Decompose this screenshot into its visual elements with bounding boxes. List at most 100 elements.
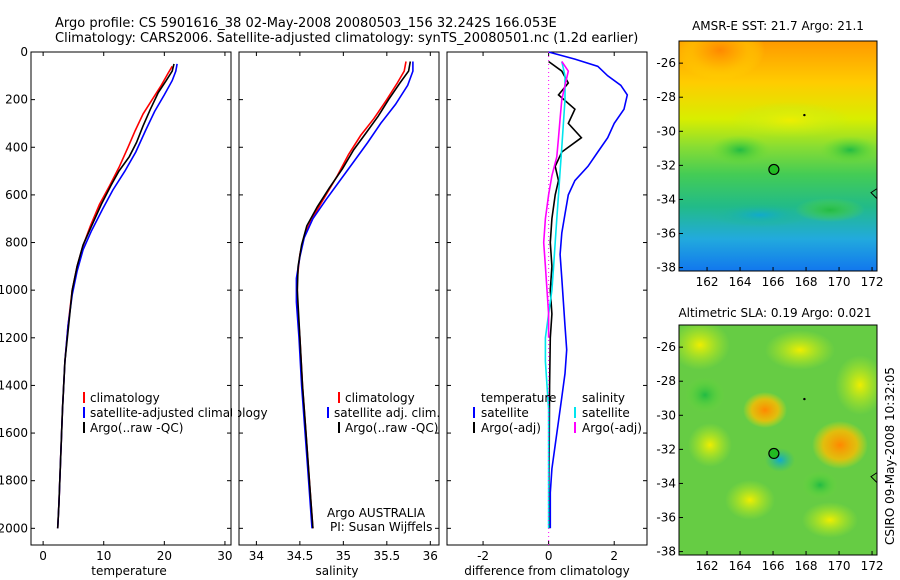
y-tick-label: 1200 xyxy=(0,331,28,345)
difference-axes xyxy=(446,51,648,546)
x-tick-label: 164 xyxy=(729,559,752,573)
salinity-xlabel: salinity xyxy=(315,564,358,578)
y-tick-label: -34 xyxy=(656,476,676,490)
legend-label: climatology xyxy=(345,391,415,405)
y-tick-label: 1400 xyxy=(0,378,28,392)
y-tick-label: 1800 xyxy=(0,474,28,488)
island-marker xyxy=(803,397,806,401)
y-tick-label: -30 xyxy=(656,124,676,138)
series-line xyxy=(56,65,173,529)
series-line xyxy=(296,61,412,529)
y-tick-label: 400 xyxy=(5,140,28,154)
difference-xlabel: difference from climatology xyxy=(464,564,630,578)
y-tick-label: 2000 xyxy=(0,521,28,535)
y-tick-label: 600 xyxy=(5,188,28,202)
series-line xyxy=(544,61,566,529)
legend-label: satellite xyxy=(481,406,529,420)
difference-legend: temperature salinity satellite Argo(-adj… xyxy=(473,391,642,435)
coastline xyxy=(870,187,878,200)
series-line xyxy=(542,61,570,338)
y-tick-label: 800 xyxy=(5,236,28,250)
temperature-xlabel: temperature xyxy=(91,564,166,578)
series-line xyxy=(56,63,178,529)
x-tick-label: 164 xyxy=(729,275,752,289)
legend-label: satellite adj. clim. xyxy=(334,406,440,420)
y-tick-label: 1000 xyxy=(0,283,28,297)
x-tick-label: -2 xyxy=(477,549,489,563)
y-tick-label: -26 xyxy=(656,340,676,354)
y-tick-label: -34 xyxy=(656,192,676,206)
temperature-plot: 0 10 20 30 0 200 400 600 800 1000 1200 1400 1600 1800… xyxy=(0,45,233,563)
credit-stamp: CSIRO 09-May-2008 10:32:05 xyxy=(883,367,897,545)
temperature-legend: climatology satellite-adjusted climatolo… xyxy=(83,391,268,435)
x-tick-label: 170 xyxy=(828,559,851,573)
x-tick-label: 30 xyxy=(217,549,232,563)
institution-annotation: Argo AUSTRALIA xyxy=(327,506,426,520)
title-line-1: Argo profile: CS 5901616_38 02-May-2008 … xyxy=(55,16,557,31)
y-tick-label: -32 xyxy=(656,158,676,172)
x-tick-label: 162 xyxy=(696,275,719,289)
x-tick-label: 35 xyxy=(336,549,351,563)
series-line xyxy=(548,51,629,529)
profile-location-marker xyxy=(768,447,780,460)
x-tick-label: 0 xyxy=(39,549,47,563)
legend-label: Argo(..raw -QC) xyxy=(90,421,183,435)
x-tick-label: 166 xyxy=(762,275,785,289)
sla-map-title: Altimetric SLA: 0.19 Argo: 0.021 xyxy=(678,306,871,320)
difference-plot: -2 0 2 xyxy=(447,51,647,563)
legend-label: Argo(..raw -QC) xyxy=(345,421,438,435)
x-tick-label: 36 xyxy=(423,549,438,563)
y-tick-label: -26 xyxy=(656,56,676,70)
x-tick-label: 0 xyxy=(545,549,553,563)
pi-annotation: PI: Susan Wijffels xyxy=(330,520,432,534)
series-line xyxy=(295,61,414,529)
sst-map-title: AMSR-E SST: 21.7 Argo: 21.1 xyxy=(692,19,864,33)
y-tick-label: -36 xyxy=(656,227,676,241)
x-tick-label: 20 xyxy=(157,549,172,563)
y-tick-label: -28 xyxy=(656,374,676,388)
salinity-legend: climatology satellite adj. clim. Argo(..… xyxy=(327,391,440,435)
y-tick-label: -38 xyxy=(656,545,676,559)
x-tick-label: 168 xyxy=(795,559,818,573)
x-tick-label: 166 xyxy=(762,559,785,573)
x-tick-label: 172 xyxy=(861,559,884,573)
sst-map-frame xyxy=(678,40,878,272)
temperature-axes xyxy=(30,51,232,546)
series-line xyxy=(548,60,583,529)
x-tick-label: 2 xyxy=(610,549,618,563)
x-tick-label: 10 xyxy=(96,549,111,563)
legend-label: Argo(-adj) xyxy=(582,421,642,435)
salinity-axes xyxy=(238,51,440,546)
x-tick-label: 34.5 xyxy=(287,549,314,563)
island-marker xyxy=(803,113,806,117)
y-tick-label: -32 xyxy=(656,442,676,456)
y-tick-label: -28 xyxy=(656,90,676,104)
x-tick-label: 34 xyxy=(249,549,264,563)
sla-heatmap xyxy=(679,325,877,555)
sst-map-axes: 162 164 166 168 170 172 -26 -28 -30 -32 -34 -36 -38 xyxy=(656,56,883,289)
salinity-plot: 34 34.5 35 35.5 36 xyxy=(239,51,439,563)
legend-label: satellite xyxy=(582,406,630,420)
sla-map-frame xyxy=(678,324,878,556)
legend-label: climatology xyxy=(90,391,160,405)
title-line-2: Climatology: CARS2006. Satellite-adjuste… xyxy=(55,31,638,46)
y-tick-label: -36 xyxy=(656,511,676,525)
legend-label: satellite-adjusted climatology xyxy=(90,406,268,420)
legend-header: salinity xyxy=(582,391,625,405)
x-tick-label: 170 xyxy=(828,275,851,289)
sla-map-axes: 162 164 166 168 170 172 -26 -28 -30 -32 -34 -36 -38 xyxy=(656,340,883,573)
coastline xyxy=(870,471,878,484)
legend-header: temperature xyxy=(481,391,556,405)
series-line xyxy=(56,63,175,529)
x-tick-label: 172 xyxy=(861,275,884,289)
x-tick-label: 35.5 xyxy=(373,549,400,563)
y-tick-label: 1600 xyxy=(0,426,28,440)
legend-label: Argo(-adj) xyxy=(481,421,541,435)
y-tick-label: 200 xyxy=(5,93,28,107)
x-tick-label: 162 xyxy=(696,559,719,573)
y-tick-label: 0 xyxy=(20,45,28,59)
x-tick-label: 168 xyxy=(795,275,818,289)
y-tick-label: -30 xyxy=(656,408,676,422)
sst-heatmap xyxy=(679,41,877,271)
